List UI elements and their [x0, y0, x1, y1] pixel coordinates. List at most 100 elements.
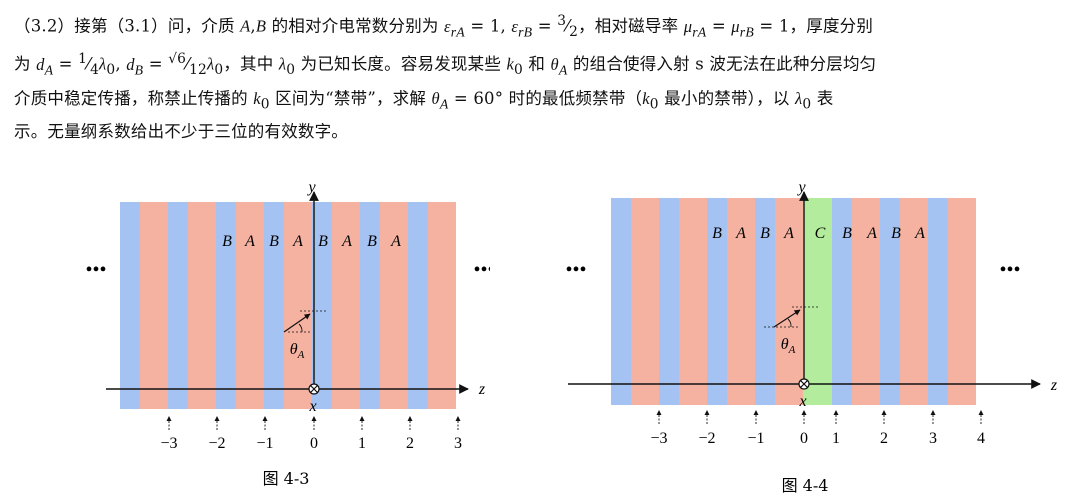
problem-line-4: 示。无量纲系数给出不少于三位的有效数字。 [14, 122, 348, 142]
layer-label: A [341, 233, 352, 250]
tick-label: −2 [208, 435, 225, 452]
tick-label: 3 [454, 435, 462, 452]
layer-b [264, 202, 284, 409]
layer-a [900, 198, 928, 405]
layer-label: B [367, 233, 377, 250]
y-axis-label: y [306, 179, 316, 196]
problem-line-1: （3.2）接第（3.1）问，介质 A,B 的相对介电常数分别为 εrA = 1,… [14, 13, 874, 40]
tick-label: −3 [650, 430, 667, 447]
tick-arrow-head [359, 416, 365, 421]
layer-a [631, 198, 659, 405]
layer-b [832, 198, 852, 405]
layer-b [120, 202, 140, 409]
layer-b [755, 198, 775, 405]
x-axis-label: x [798, 393, 806, 410]
layer-label: A [866, 225, 877, 242]
layer-a [948, 198, 976, 405]
tick-marks: −3 −2 −1 0 1 2 3 4 [650, 410, 985, 447]
layer-b [611, 198, 631, 405]
y-axis-label: y [796, 179, 806, 196]
tick-arrow-head [704, 410, 710, 415]
tick-label: −1 [256, 435, 273, 452]
layer-b [216, 202, 236, 409]
ellipsis-right: ••• [473, 259, 490, 281]
z-axis-label: z [1050, 377, 1058, 394]
layer-b [928, 198, 948, 405]
layer-a [332, 202, 360, 409]
layer-label: B [842, 225, 852, 242]
layer-a [284, 202, 312, 409]
tick-arrow-head [455, 416, 461, 421]
tick-arrow-head [978, 410, 984, 415]
tick-label: 2 [406, 435, 414, 452]
layer-a [852, 198, 880, 405]
ellipsis-right: ••• [999, 259, 1020, 281]
problem-text: （3.2）接第（3.1）问，介质 A,B 的相对介电常数分别为 εrA = 1,… [14, 8, 1072, 146]
tick-label: 1 [832, 430, 840, 447]
layer-a [380, 202, 408, 409]
layer-stripes [120, 202, 456, 409]
layer-label: C [815, 225, 826, 242]
x-axis-out-of-page-icon [798, 378, 810, 390]
layer-a [236, 202, 264, 409]
tick-arrow-head [656, 410, 662, 415]
layer-a [727, 198, 755, 405]
tick-arrow-head [833, 410, 839, 415]
layer-label: A [783, 225, 794, 242]
tick-label: 0 [310, 435, 318, 452]
tick-label: 2 [880, 430, 888, 447]
layer-b [880, 198, 900, 405]
incidence-angle-sketch [764, 306, 818, 328]
tick-label: −3 [160, 435, 177, 452]
tick-arrow-head [930, 410, 936, 415]
tick-label: −1 [747, 430, 764, 447]
layer-b [168, 202, 188, 409]
layer-label: B [269, 233, 279, 250]
tick-arrow-head [801, 410, 807, 415]
tick-marks: −3 −2 −1 0 1 2 3 [160, 416, 462, 452]
tick-arrow-head [753, 410, 759, 415]
figure-caption: 图 4-3 [263, 469, 310, 488]
layer-b [707, 198, 727, 405]
tick-arrow-head [407, 416, 413, 421]
layer-a [140, 202, 168, 409]
layer-label: A [390, 233, 401, 250]
tick-arrow-head [311, 416, 317, 421]
layer-a [679, 198, 707, 405]
z-axis-label: z [478, 381, 486, 398]
layer-b [408, 202, 428, 409]
figure-caption: 图 4-4 [782, 476, 829, 495]
layer-c [803, 198, 832, 405]
tick-arrow-head [262, 416, 268, 421]
tick-label: −2 [698, 430, 715, 447]
incidence-angle-sketch [283, 310, 328, 333]
layer-a [775, 198, 803, 405]
layer-stripes [611, 198, 976, 405]
x-axis-out-of-page-icon [308, 383, 320, 395]
layer-a [428, 202, 456, 409]
layer-label: B [712, 225, 722, 242]
layer-a [188, 202, 216, 409]
ellipsis-left: ••• [85, 259, 106, 281]
layer-label: B [222, 233, 232, 250]
problem-line-2: 为 dA = 1⁄4λ0, dB = √6⁄12λ0，其中 λ0 为已知长度。容… [14, 51, 877, 79]
tick-label: 4 [977, 430, 985, 447]
tick-arrow-head [881, 410, 887, 415]
layer-label: A [735, 225, 746, 242]
tick-label: 3 [929, 430, 937, 447]
tick-label: 0 [800, 430, 808, 447]
layer-label: B [318, 233, 328, 250]
layer-b [360, 202, 380, 409]
tick-label: 1 [358, 435, 366, 452]
layer-label: A [914, 225, 925, 242]
layer-b [659, 198, 679, 405]
tick-arrow-head [214, 416, 220, 421]
layer-label: A [292, 233, 303, 250]
ellipsis-left: ••• [565, 259, 586, 281]
layer-b [312, 202, 332, 409]
tick-arrow-head [166, 416, 172, 421]
layer-label: B [760, 225, 770, 242]
